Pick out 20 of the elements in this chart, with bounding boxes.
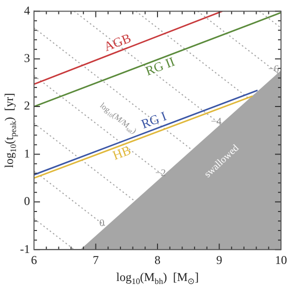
y-tick-label: 3: [24, 51, 30, 66]
y-tick-label: -1: [20, 242, 30, 256]
annotation: 0: [99, 218, 104, 229]
x-tick-label: 7: [92, 252, 99, 267]
text: RG I: [139, 108, 168, 132]
y-axis-title: log10(tpeak) [yr]: [2, 92, 18, 168]
annotation: −2: [155, 168, 166, 179]
text: AGB: [102, 30, 134, 54]
y-tick-label: 2: [24, 98, 30, 113]
x-tick-label: 8: [154, 252, 160, 267]
annotation: −4: [210, 116, 222, 128]
text: HB: [110, 142, 134, 163]
y-tick-label: 1: [24, 146, 30, 160]
annotation: −6: [268, 64, 279, 75]
x-tick-label: 9: [216, 252, 222, 267]
y-tick-label: 4: [24, 3, 30, 18]
text: RG II: [143, 54, 177, 78]
y-tick-label: 0: [24, 194, 30, 208]
x-tick-label: 10: [275, 252, 287, 267]
x-tick-label: 6: [30, 252, 37, 267]
